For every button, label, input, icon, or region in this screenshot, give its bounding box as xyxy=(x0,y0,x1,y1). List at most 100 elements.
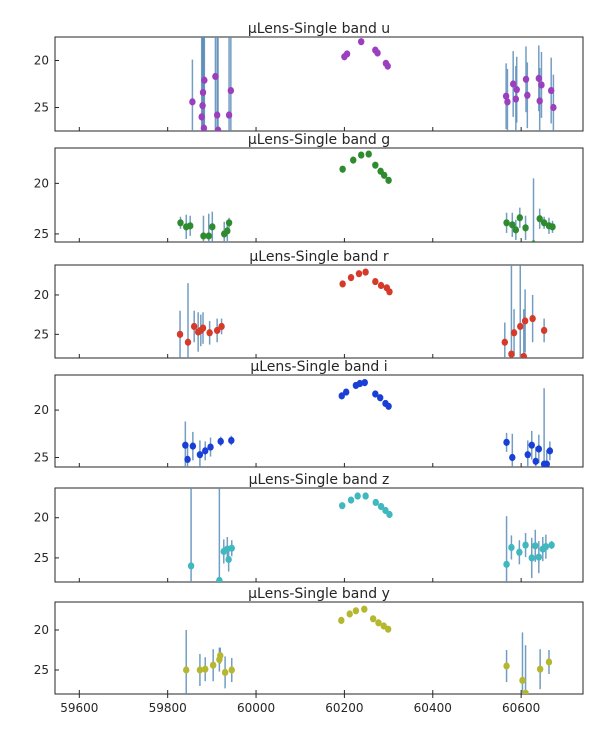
data-point xyxy=(509,221,516,229)
data-point xyxy=(503,662,510,670)
data-points xyxy=(182,378,554,467)
data-point xyxy=(214,126,222,131)
x-tick-label: 59600 xyxy=(60,701,98,715)
panel-title: µLens-Single band g xyxy=(248,132,390,148)
data-point xyxy=(365,150,372,158)
data-point xyxy=(216,576,223,582)
data-point xyxy=(369,615,377,623)
data-point xyxy=(501,338,508,346)
y-tick-label: 20 xyxy=(34,288,49,302)
data-point xyxy=(517,322,524,331)
y-tick-label: 25 xyxy=(34,551,49,565)
data-point xyxy=(182,441,189,449)
data-point xyxy=(532,542,539,550)
data-point xyxy=(522,224,529,232)
data-point xyxy=(190,322,198,331)
data-point xyxy=(528,554,535,562)
data-point xyxy=(372,161,379,169)
data-point xyxy=(509,453,516,462)
data-point xyxy=(376,394,384,402)
data-point xyxy=(342,388,350,396)
data-point xyxy=(540,326,548,335)
data-point xyxy=(339,280,346,288)
data-point xyxy=(217,652,224,660)
plot-area xyxy=(54,36,584,132)
data-point xyxy=(509,80,517,88)
data-point xyxy=(504,98,511,106)
panel-title: µLens-Single band r xyxy=(249,249,388,265)
data-point xyxy=(338,616,345,625)
y-tick-label: 20 xyxy=(34,54,49,68)
data-point xyxy=(207,443,214,451)
data-point xyxy=(372,390,379,398)
panel-title: µLens-Single band y xyxy=(248,586,390,602)
data-point xyxy=(225,555,232,564)
data-point xyxy=(228,436,235,445)
data-point xyxy=(184,338,192,346)
y-tick-label: 25 xyxy=(34,451,49,465)
data-point xyxy=(199,324,207,332)
data-point xyxy=(347,274,355,282)
plot-area xyxy=(54,264,584,359)
data-point xyxy=(503,438,510,446)
data-point xyxy=(384,625,392,633)
x-tick-label: 60600 xyxy=(502,701,540,715)
data-point xyxy=(213,111,221,119)
data-point xyxy=(516,214,524,222)
y-tick-label: 20 xyxy=(34,623,49,637)
panel-title: µLens-Single band u xyxy=(248,21,390,37)
data-point xyxy=(528,441,535,449)
data-point xyxy=(189,442,197,450)
data-point xyxy=(198,113,205,121)
data-point xyxy=(199,102,206,110)
y-tick-label: 20 xyxy=(34,511,49,525)
data-point xyxy=(535,74,543,82)
data-point xyxy=(184,455,191,464)
data-point xyxy=(217,437,224,445)
data-point xyxy=(227,86,235,95)
data-point xyxy=(503,219,510,227)
data-point xyxy=(187,562,195,570)
data-point xyxy=(522,75,530,83)
data-point xyxy=(352,607,360,615)
data-point xyxy=(520,352,527,358)
data-point xyxy=(196,451,204,459)
panel-4: µLens-Single band z 20 25 xyxy=(34,472,584,583)
data-point xyxy=(212,72,219,81)
plot-area xyxy=(54,601,584,695)
data-point xyxy=(347,496,355,504)
data-point xyxy=(536,215,543,223)
data-point xyxy=(510,329,518,337)
data-point xyxy=(361,605,368,613)
data-points xyxy=(177,150,556,242)
y-tick-label: 25 xyxy=(34,227,49,241)
data-point xyxy=(362,268,369,276)
panel-5: µLens-Single band y 20 25 xyxy=(34,586,584,695)
data-point xyxy=(200,232,207,240)
x-tick-label: 60000 xyxy=(237,701,275,715)
data-point xyxy=(209,661,217,669)
data-point xyxy=(206,329,213,337)
data-point xyxy=(380,171,388,179)
data-point xyxy=(386,288,393,296)
data-point xyxy=(522,689,529,694)
data-point xyxy=(225,111,233,119)
data-point xyxy=(377,502,385,511)
data-points xyxy=(176,265,548,358)
data-point xyxy=(200,124,208,131)
data-point xyxy=(196,666,204,674)
data-point xyxy=(199,88,207,97)
data-point xyxy=(540,219,548,227)
y-tick-label: 25 xyxy=(34,327,49,341)
y-tick-label: 20 xyxy=(34,176,49,190)
data-point xyxy=(372,277,379,286)
data-point xyxy=(530,240,537,242)
data-point xyxy=(374,49,381,57)
data-point xyxy=(508,543,515,552)
x-tick-label: 60400 xyxy=(414,701,452,715)
panel-title: µLens-Single band z xyxy=(249,472,390,488)
data-point xyxy=(524,91,531,99)
data-point xyxy=(502,92,510,100)
data-point xyxy=(177,219,184,227)
